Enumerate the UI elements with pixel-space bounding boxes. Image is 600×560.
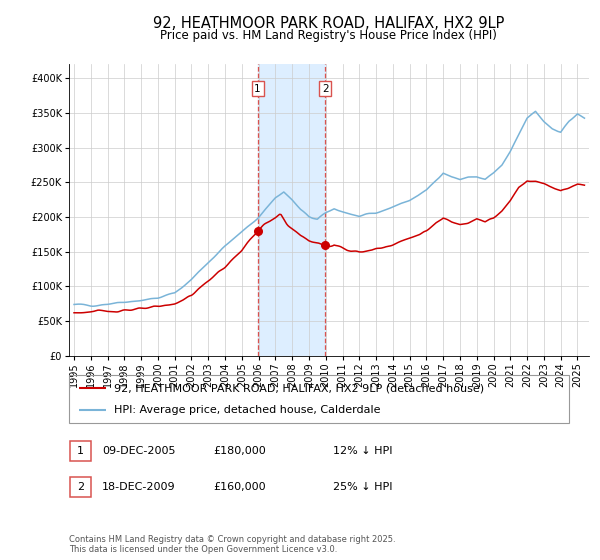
Text: 12% ↓ HPI: 12% ↓ HPI xyxy=(333,446,392,456)
Text: HPI: Average price, detached house, Calderdale: HPI: Average price, detached house, Cald… xyxy=(114,405,380,415)
Text: Price paid vs. HM Land Registry's House Price Index (HPI): Price paid vs. HM Land Registry's House … xyxy=(160,29,497,42)
Text: 1: 1 xyxy=(254,83,261,94)
Text: 25% ↓ HPI: 25% ↓ HPI xyxy=(333,482,392,492)
Text: £180,000: £180,000 xyxy=(213,446,266,456)
Bar xyxy=(257,64,325,356)
Text: 2: 2 xyxy=(322,83,328,94)
Text: 18-DEC-2009: 18-DEC-2009 xyxy=(102,482,176,492)
Text: 09-DEC-2005: 09-DEC-2005 xyxy=(102,446,176,456)
Text: £160,000: £160,000 xyxy=(213,482,266,492)
Text: 2: 2 xyxy=(77,482,84,492)
Text: 1: 1 xyxy=(77,446,84,456)
Text: Contains HM Land Registry data © Crown copyright and database right 2025.
This d: Contains HM Land Registry data © Crown c… xyxy=(69,535,395,554)
Text: 92, HEATHMOOR PARK ROAD, HALIFAX, HX2 9LP: 92, HEATHMOOR PARK ROAD, HALIFAX, HX2 9L… xyxy=(153,16,505,31)
Text: 92, HEATHMOOR PARK ROAD, HALIFAX, HX2 9LP (detached house): 92, HEATHMOOR PARK ROAD, HALIFAX, HX2 9L… xyxy=(114,383,484,393)
